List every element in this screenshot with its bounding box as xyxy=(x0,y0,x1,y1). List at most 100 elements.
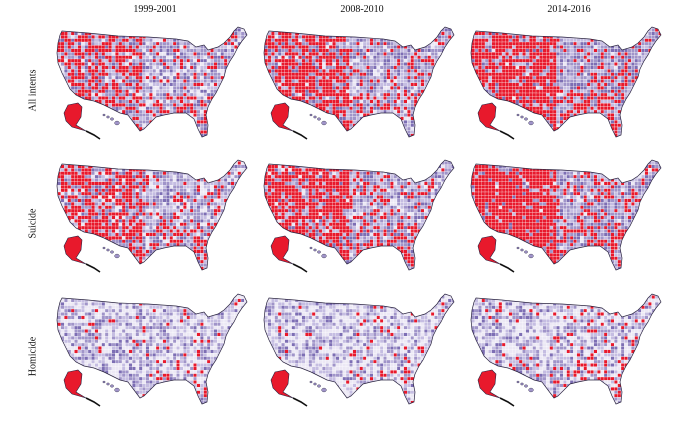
county-cell xyxy=(420,181,425,186)
county-cell xyxy=(383,65,387,70)
county-cell xyxy=(332,99,337,104)
county-cell xyxy=(67,55,72,60)
county-cell xyxy=(369,69,374,73)
county-cell xyxy=(189,92,194,97)
county-cell xyxy=(390,89,394,94)
county-cell xyxy=(356,92,360,97)
county-cell xyxy=(176,198,180,203)
county-cell xyxy=(186,65,191,70)
county-cell xyxy=(580,52,584,56)
county-cell xyxy=(135,120,140,124)
county-cell xyxy=(159,62,163,66)
county-cell xyxy=(383,181,387,186)
county-cell xyxy=(352,195,357,199)
county-cell xyxy=(556,116,560,121)
county-cell xyxy=(403,62,408,66)
county-cell xyxy=(142,246,146,250)
county-cell xyxy=(142,62,146,66)
county-cell xyxy=(600,79,605,83)
county-cell xyxy=(600,96,605,100)
county-cell xyxy=(196,109,201,114)
county-cell xyxy=(434,188,438,193)
county-cell xyxy=(349,72,353,77)
county-cell xyxy=(441,31,445,36)
county-cell xyxy=(593,86,598,90)
county-cell xyxy=(74,202,79,207)
hawaii-inset xyxy=(309,113,327,126)
county-cell xyxy=(203,65,208,70)
county-cell xyxy=(376,185,381,189)
county-cell xyxy=(328,35,333,40)
county-cell xyxy=(617,120,622,124)
county-cell xyxy=(430,55,435,60)
county-cell xyxy=(305,92,310,97)
county-cell xyxy=(614,130,618,134)
county-cell xyxy=(183,185,187,189)
county-cell xyxy=(349,48,353,53)
county-cell xyxy=(566,45,571,49)
county-cell xyxy=(172,191,177,196)
hawaii-island xyxy=(524,117,528,121)
county-cell xyxy=(64,69,69,74)
county-cell xyxy=(155,82,160,87)
county-cell xyxy=(566,106,571,111)
county-cell xyxy=(556,103,560,107)
county-cell xyxy=(162,106,167,111)
county-cell xyxy=(407,116,411,121)
county-cell xyxy=(610,75,615,80)
hawaii-island xyxy=(106,115,110,119)
county-cell xyxy=(288,55,292,60)
county-cell xyxy=(359,198,364,203)
county-cell xyxy=(366,103,370,107)
county-cell xyxy=(597,99,601,104)
county-cell xyxy=(145,229,150,233)
county-cell xyxy=(583,45,588,49)
county-cell xyxy=(166,188,170,193)
county-cell xyxy=(149,45,153,49)
county-cell xyxy=(427,65,432,70)
county-cell xyxy=(366,208,370,213)
county-cell xyxy=(189,62,194,66)
county-cell xyxy=(70,208,75,213)
county-cell xyxy=(580,45,584,49)
county-cell xyxy=(390,52,394,56)
county-cell xyxy=(203,86,208,90)
county-cell xyxy=(637,45,642,49)
county-cell xyxy=(179,89,184,94)
county-cell xyxy=(183,236,187,240)
county-cell xyxy=(149,212,153,216)
county-cell xyxy=(362,82,367,87)
county-cell xyxy=(179,232,184,237)
county-cell xyxy=(98,96,102,101)
county-cell xyxy=(176,48,180,53)
county-cell xyxy=(294,178,299,183)
county-cell xyxy=(149,198,153,203)
county-cell xyxy=(413,198,418,203)
county-cell xyxy=(556,52,560,56)
county-cell xyxy=(376,82,381,87)
county-cell xyxy=(617,99,622,104)
county-cell xyxy=(427,72,432,77)
county-cell xyxy=(179,188,184,193)
county-cell xyxy=(614,82,618,87)
county-cell xyxy=(563,55,567,60)
county-cell xyxy=(172,181,177,186)
county-cell xyxy=(288,89,292,94)
county-cell xyxy=(396,58,401,63)
county-cell xyxy=(444,28,449,32)
county-cell xyxy=(373,55,377,60)
county-cell xyxy=(162,41,167,46)
county-cell xyxy=(641,48,645,53)
county-cell xyxy=(196,106,201,111)
county-cell xyxy=(220,48,225,53)
county-cell xyxy=(155,92,160,97)
county-cell xyxy=(563,99,567,104)
county-cell xyxy=(552,86,557,90)
county-cell xyxy=(373,106,377,111)
county-cell xyxy=(169,171,174,176)
county-cell xyxy=(641,45,645,49)
county-cell xyxy=(206,229,211,233)
county-cell xyxy=(607,75,611,80)
county-cell xyxy=(383,202,387,206)
county-cell xyxy=(142,249,146,254)
